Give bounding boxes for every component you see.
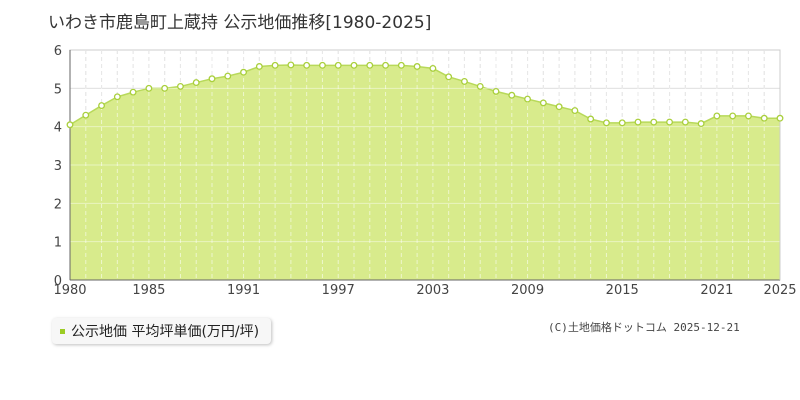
- x-tick-label: 1997: [322, 283, 355, 298]
- data-point: [571, 107, 579, 115]
- y-tick-label: 3: [54, 159, 62, 174]
- data-point: [129, 88, 137, 96]
- data-point: [713, 112, 721, 120]
- axes: [69, 50, 781, 281]
- x-tick-label: 2009: [511, 283, 544, 298]
- data-point: [634, 118, 642, 126]
- credit-text: (C)土地価格ドットコム 2025-12-21: [548, 321, 740, 334]
- data-point: [744, 112, 752, 120]
- data-point: [524, 95, 532, 103]
- legend: 公示地価 平均坪単価(万円/坪): [52, 318, 272, 344]
- x-tick-label: 2021: [700, 283, 733, 298]
- data-point: [382, 61, 390, 69]
- data-point: [539, 99, 547, 107]
- y-tick-label: 6: [54, 44, 62, 59]
- data-point: [445, 73, 453, 81]
- data-point: [397, 61, 405, 69]
- data-point: [66, 121, 74, 129]
- chart-title: いわき市鹿島町上蔵持 公示地価推移[1980-2025]: [48, 13, 432, 33]
- data-point: [334, 61, 342, 69]
- data-point: [729, 112, 737, 120]
- x-tick-label: 2025: [763, 283, 796, 298]
- data-point: [776, 114, 784, 122]
- markers: [66, 61, 784, 129]
- data-point: [176, 82, 184, 90]
- y-tick-label: 4: [54, 121, 62, 136]
- legend-label: 公示地価 平均坪単価(万円/坪): [71, 324, 260, 340]
- data-point: [318, 61, 326, 69]
- data-point: [429, 64, 437, 72]
- data-point: [681, 118, 689, 126]
- data-point: [650, 118, 658, 126]
- data-point: [145, 84, 153, 92]
- data-point: [287, 61, 295, 69]
- data-point: [82, 111, 90, 119]
- data-point: [413, 63, 421, 70]
- y-tick-label: 5: [54, 82, 62, 97]
- data-point: [618, 119, 626, 127]
- y-ticks: 0 1 2 3 4 5 6: [54, 44, 62, 289]
- series-line: [69, 64, 780, 126]
- data-point: [303, 61, 311, 69]
- data-point: [240, 68, 248, 76]
- data-point: [697, 120, 705, 128]
- x-tick-label: 2003: [416, 283, 449, 298]
- data-point: [476, 82, 484, 90]
- data-point: [208, 75, 216, 83]
- y-tick-label: 1: [54, 236, 62, 251]
- x-ticks: 1980 1985 1991 1997 2003 2009 2015 2021 2025: [53, 283, 796, 298]
- data-point: [460, 77, 468, 85]
- legend-swatch: [60, 328, 65, 334]
- x-tick-label: 1985: [132, 283, 165, 298]
- x-tick-label: 1980: [53, 283, 86, 298]
- data-point: [492, 87, 500, 95]
- x-tick-label: 2015: [606, 283, 639, 298]
- data-point: [192, 79, 200, 87]
- data-point: [161, 84, 169, 92]
- data-point: [255, 63, 263, 70]
- data-point: [350, 61, 358, 69]
- chart-plot: 0 1 2 3 4 5 6 1980 1985 1991 1997 2003 2009 2015 2021…: [53, 44, 796, 298]
- data-point: [508, 91, 516, 99]
- data-point: [555, 103, 563, 111]
- series-area: [70, 64, 780, 280]
- data-point: [113, 93, 121, 101]
- data-point: [666, 118, 674, 126]
- y-tick-label: 0: [54, 274, 62, 289]
- x-tick-label: 1991: [227, 283, 260, 298]
- data-point: [760, 114, 768, 122]
- y-tick-label: 2: [54, 197, 62, 212]
- data-point: [587, 115, 595, 123]
- data-point: [224, 72, 232, 80]
- data-point: [366, 61, 374, 69]
- data-point: [602, 119, 610, 127]
- data-point: [98, 102, 106, 110]
- data-point: [271, 61, 279, 69]
